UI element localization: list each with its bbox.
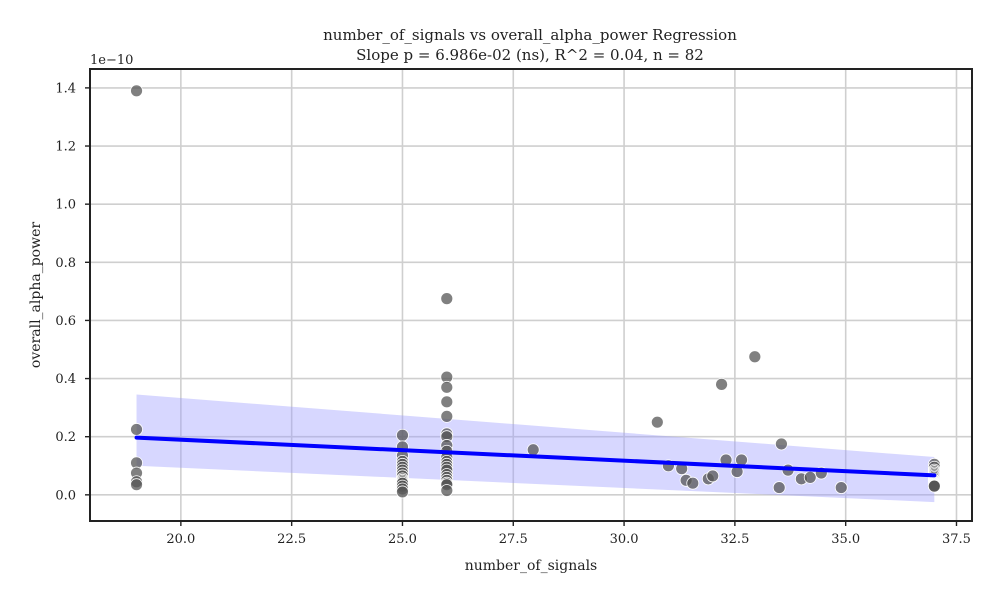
y-tick-label: 1.2 (55, 140, 76, 155)
x-tick-label: 25.0 (388, 532, 417, 547)
y-tick-label: 0.2 (55, 430, 76, 445)
y-tick-label: 0.8 (55, 256, 76, 271)
data-point (396, 428, 409, 442)
data-point (927, 479, 941, 493)
data-point (130, 478, 143, 492)
data-point (706, 469, 720, 483)
data-point (440, 395, 454, 409)
data-point (440, 409, 454, 423)
data-point (396, 485, 409, 499)
x-tick-label: 20.0 (166, 532, 195, 547)
regression-fit-line (134, 435, 937, 478)
y-tick-label: 1.4 (55, 81, 76, 96)
y-tick-label: 0.0 (55, 488, 76, 503)
data-point (526, 443, 540, 457)
data-point (440, 292, 454, 306)
y-tick-label: 0.6 (55, 314, 76, 329)
y-tick-label: 1.0 (55, 198, 76, 213)
axis-ticks: 20.0 22.5 25.0 27.5 30.0 32.5 35.0 37.5 0.0 0.2 0.… (55, 81, 971, 547)
y-offset-label: 1e−10 (90, 53, 133, 68)
grid (90, 69, 972, 521)
chart-subtitle: Slope p = 6.986e-02 (ns), R^2 = 0.04, n … (356, 46, 704, 64)
x-axis-label: number_of_signals (465, 558, 598, 574)
chart-title: number_of_signals vs overall_alpha_power… (323, 26, 737, 44)
data-point (834, 481, 848, 494)
data-point (440, 484, 454, 497)
data-point (650, 415, 664, 429)
x-tick-label: 22.5 (277, 532, 306, 547)
data-point (803, 470, 817, 484)
data-point (772, 481, 786, 494)
data-point (715, 377, 728, 391)
data-point (686, 476, 700, 490)
data-point (748, 350, 762, 364)
data-point (775, 437, 788, 451)
x-tick-label: 30.0 (610, 532, 639, 547)
data-point (130, 423, 143, 436)
x-tick-label: 35.0 (831, 532, 860, 547)
data-point (440, 380, 454, 394)
plot-frame (89, 68, 973, 522)
regression-line (134, 435, 937, 478)
data-point (130, 84, 143, 98)
x-tick-label: 37.5 (942, 532, 971, 547)
x-tick-label: 32.5 (720, 532, 749, 547)
y-axis-label: overall_alpha_power (28, 222, 44, 368)
y-tick-label: 0.4 (55, 372, 76, 387)
x-tick-label: 27.5 (499, 532, 528, 547)
